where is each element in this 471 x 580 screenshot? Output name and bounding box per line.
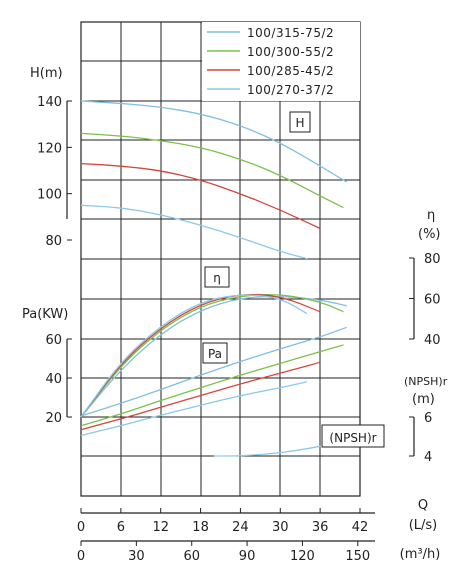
head-tick-label: 140 — [37, 95, 62, 110]
efficiency-curve-label-box — [204, 266, 230, 288]
q-m3h-tick-label: 30 — [128, 549, 145, 564]
eff-tick-label: 40 — [424, 333, 441, 348]
head-curve-label: H — [295, 116, 304, 130]
head-curve — [80, 162, 321, 230]
power-tick-label: 20 — [45, 411, 62, 426]
legend-entry: 100/300-55/2 — [247, 45, 334, 59]
legend-entry: 100/270-37/2 — [247, 83, 334, 97]
power-tick-label: 60 — [45, 333, 62, 348]
head-curve — [80, 100, 348, 183]
eff-tick-label: 60 — [424, 293, 441, 308]
q-m3h-tick-label: 60 — [183, 549, 200, 564]
efficiency-curve — [80, 294, 308, 418]
head-curve — [80, 204, 308, 260]
power-tick-label: 40 — [45, 372, 62, 387]
efficiency-curve — [80, 293, 321, 418]
npsh-curve-label-box — [321, 424, 385, 448]
power-curve — [80, 344, 345, 427]
head-tick-label: 80 — [45, 234, 62, 249]
npsh-axis-unit: (m) — [412, 392, 435, 407]
q-ls-tick-label: 42 — [352, 520, 369, 535]
efficiency-curve — [80, 293, 345, 418]
npsh-curve-label: (NPSH)r — [329, 431, 376, 445]
chart-legend: 100/315-75/2 100/300-55/2 100/285-45/2 100/… — [202, 22, 360, 101]
head-tick-label: 100 — [37, 188, 62, 203]
efficiency-curve — [80, 295, 347, 418]
legend-entry: 100/315-75/2 — [247, 26, 334, 40]
npsh-tick-label: 6 — [424, 411, 432, 426]
npsh-curve — [213, 445, 321, 457]
q-m3h-tick-label: 150 — [345, 549, 370, 564]
q-ls-unit: (L/s) — [409, 518, 438, 533]
chart-curves — [80, 100, 348, 457]
q-m3h-tick-label: 120 — [290, 549, 315, 564]
q-m3h-tick-label: 90 — [239, 549, 256, 564]
legend-background — [202, 22, 360, 101]
head-axis-label: H(m) — [30, 66, 63, 81]
power-curve — [80, 326, 347, 417]
efficiency-curve-label: η — [213, 271, 221, 285]
chart-labels: H(m) Pa(KW) η (%) (NPSH)r (m) Q (L/s) (m³/h) Hη Pa… — [22, 66, 448, 562]
power-curve-label: Pa — [208, 347, 222, 361]
q-ls-tick-label: 12 — [152, 520, 169, 535]
q-ls-tick-label: 0 — [77, 520, 85, 535]
npsh-axis-label: (NPSH)r — [404, 375, 448, 388]
eff-axis-unit: (%) — [418, 227, 441, 242]
head-curve — [80, 132, 345, 209]
q-ls-tick-label: 24 — [232, 520, 249, 535]
q-ls-tick-label: 18 — [192, 520, 209, 535]
power-curve — [80, 361, 321, 431]
q-ls-tick-label: 6 — [117, 520, 125, 535]
legend-entry: 100/285-45/2 — [247, 64, 334, 78]
q-m3h-tick-label: 0 — [77, 549, 85, 564]
eff-axis-label: η — [427, 208, 435, 223]
q-ls-tick-label: 36 — [312, 520, 329, 535]
head-tick-label: 120 — [37, 141, 62, 156]
q-ls-tick-label: 30 — [272, 520, 289, 535]
power-axis-label: Pa(KW) — [22, 307, 68, 322]
eff-tick-label: 80 — [424, 252, 441, 267]
power-curve — [80, 381, 308, 437]
q-axis-label: Q — [418, 498, 428, 513]
head-curve-label-box — [289, 111, 311, 133]
q-m3h-unit: (m³/h) — [400, 547, 441, 562]
npsh-tick-label: 4 — [424, 450, 432, 465]
power-curve-label-box — [202, 342, 228, 364]
